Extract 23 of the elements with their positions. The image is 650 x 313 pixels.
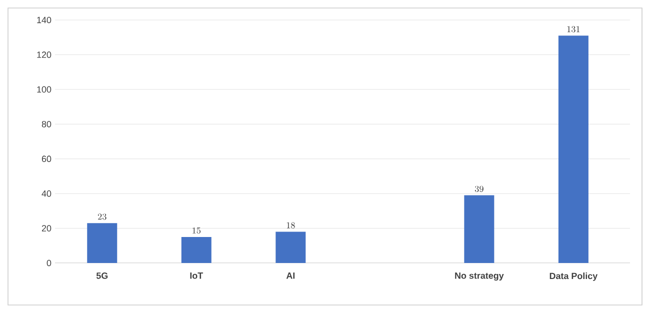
y-tick-label: 20 (42, 225, 52, 232)
bar (87, 223, 118, 263)
y-tick-label: 140 (37, 16, 52, 24)
data-label: 131 (567, 26, 580, 32)
data-label: 39 (474, 186, 484, 192)
x-tick-label: 5G (96, 272, 108, 279)
y-tick-label: 120 (37, 52, 52, 58)
data-label: 18 (286, 222, 295, 228)
bar (276, 232, 306, 263)
y-tick-label: 100 (37, 86, 52, 93)
x-tick-label: No strategy (455, 272, 504, 281)
data-label: 15 (192, 227, 201, 234)
bar (181, 236, 212, 263)
bar (464, 195, 494, 263)
y-tick-label: 60 (42, 156, 52, 162)
y-tick-label: 0 (46, 260, 52, 266)
x-tick-label: Data Policy (550, 272, 598, 281)
y-tick-label: 80 (42, 120, 52, 128)
y-tick-label: 40 (42, 190, 52, 197)
bar (558, 36, 588, 263)
data-label: 23 (98, 214, 106, 220)
x-tick-label: AI (286, 272, 295, 279)
x-tick-label: IoT (190, 272, 204, 279)
